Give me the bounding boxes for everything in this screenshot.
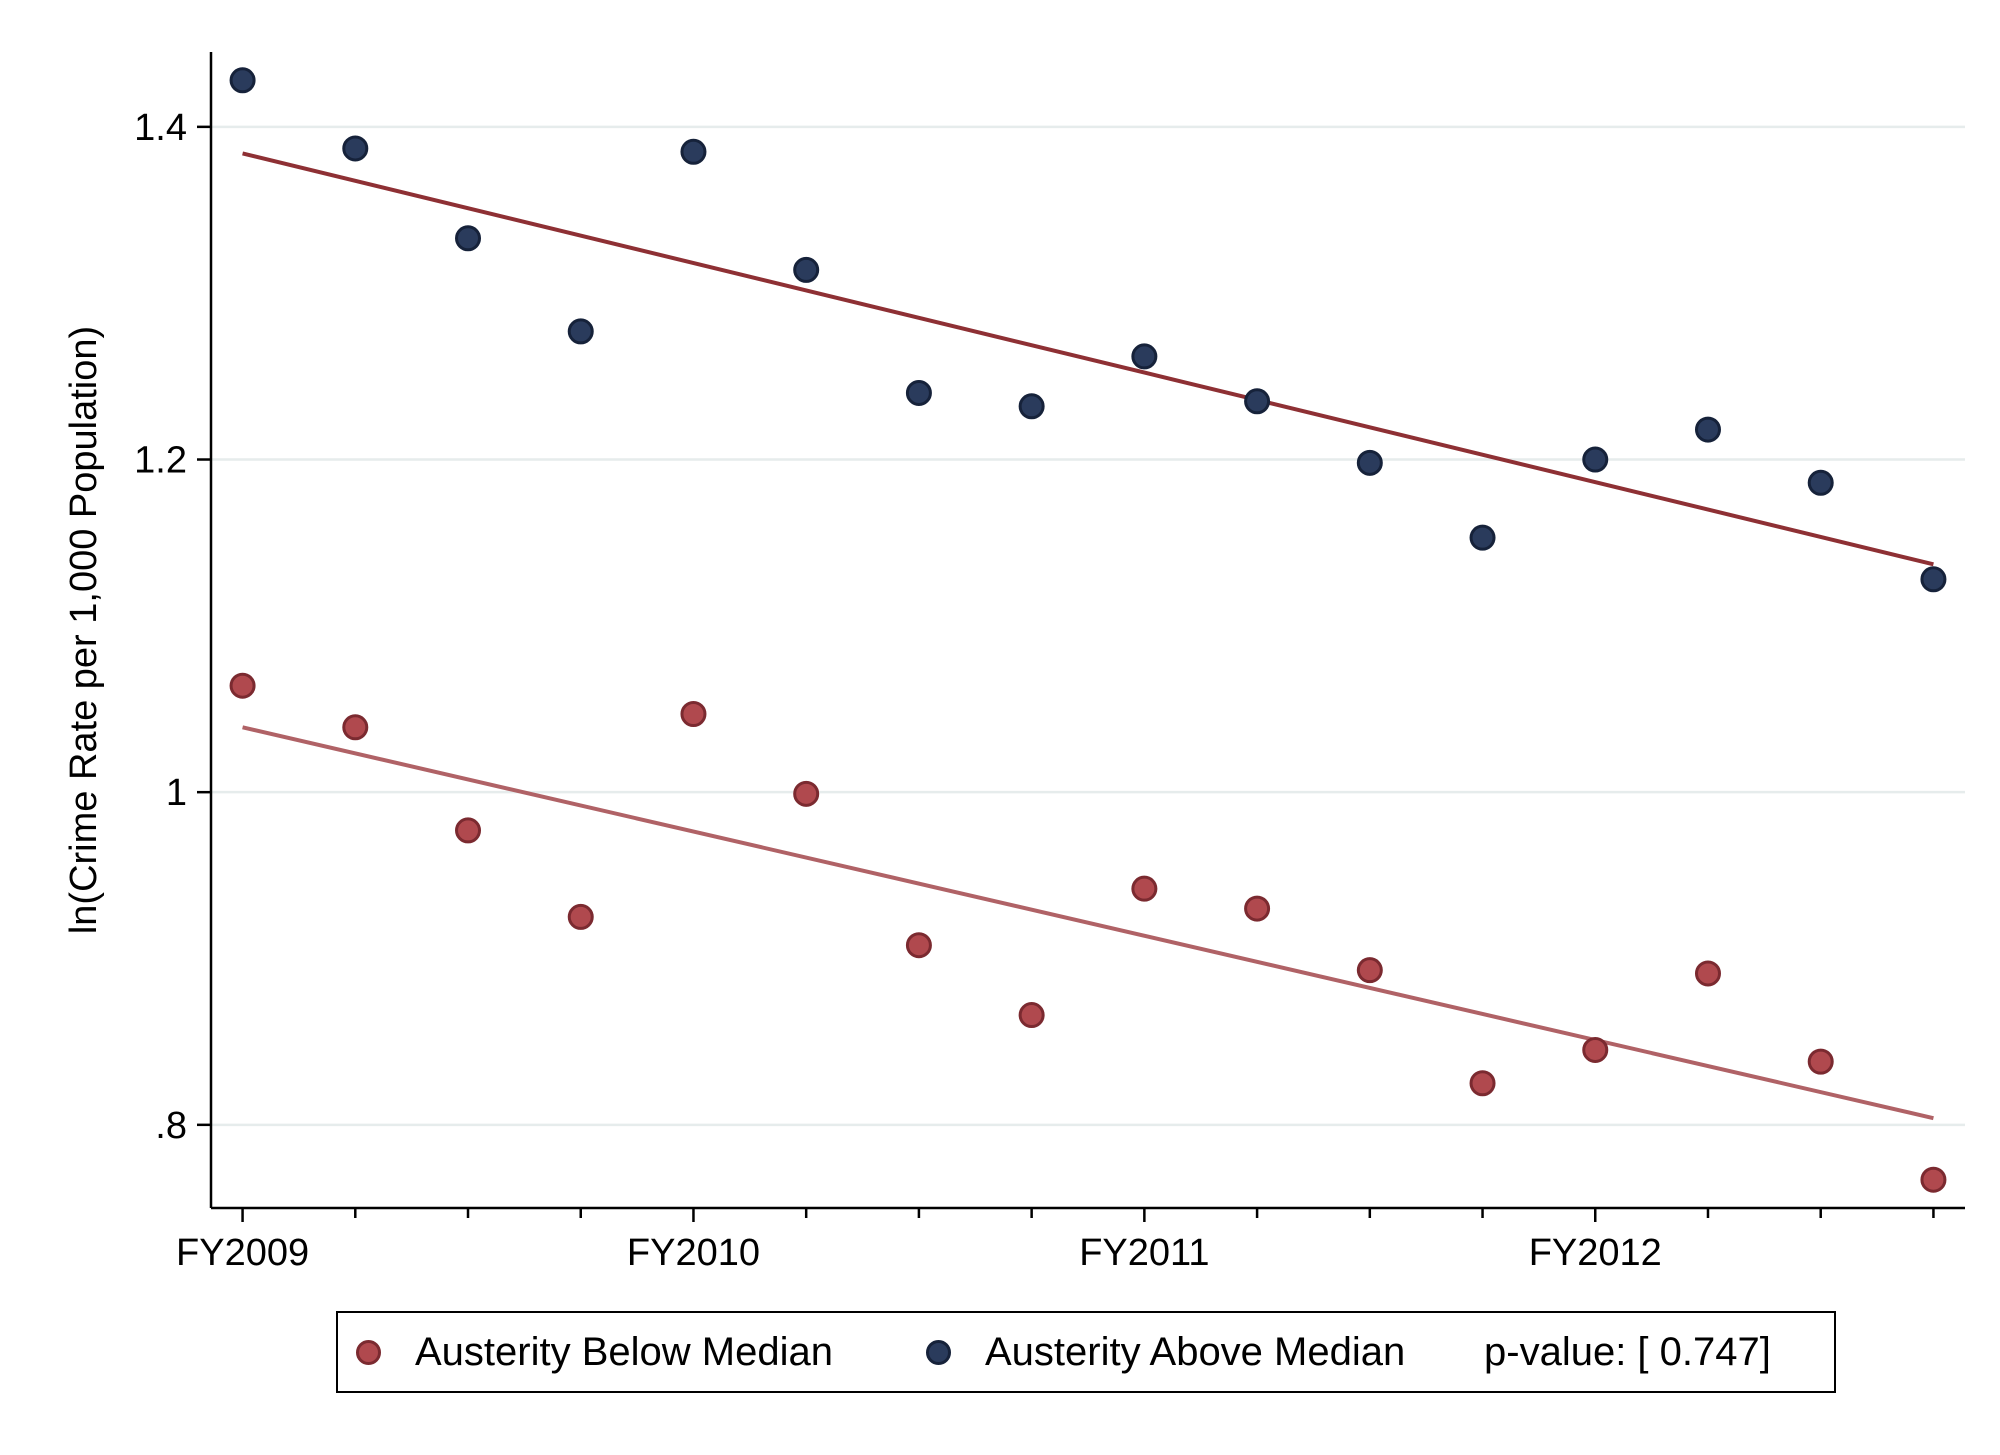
point-above-median-12 xyxy=(1582,446,1609,473)
legend: Austerity Below Median Austerity Above M… xyxy=(336,1311,1836,1393)
point-below-median-4 xyxy=(680,700,707,727)
fit-line-below-median xyxy=(242,725,1934,1121)
point-below-median-10 xyxy=(1356,957,1383,984)
tick-marks: .8 1 1.2 1.4 FY2009 FY2010 FY2011 FY2012 xyxy=(134,107,1935,1274)
point-above-median-13 xyxy=(1694,416,1721,443)
legend-item-above-median: Austerity Above Median xyxy=(926,1313,1405,1391)
axes xyxy=(209,52,1965,1210)
legend-p-value: p-value: [ 0.747] xyxy=(1484,1313,1771,1391)
point-above-median-15 xyxy=(1920,566,1947,593)
point-above-median-11 xyxy=(1469,524,1496,551)
legend-label-above-median: Austerity Above Median xyxy=(985,1329,1406,1374)
point-above-median-1 xyxy=(342,135,369,162)
gridlines xyxy=(211,125,1965,1127)
legend-item-below-median: Austerity Below Median xyxy=(356,1313,833,1391)
red-circle-icon xyxy=(356,1339,381,1365)
point-below-median-5 xyxy=(793,780,820,807)
x-tick-label-0: FY2009 xyxy=(176,1232,309,1274)
point-above-median-8 xyxy=(1131,343,1158,370)
data-points xyxy=(229,67,1947,1193)
point-below-median-12 xyxy=(1582,1036,1609,1063)
x-tick-label-2: FY2011 xyxy=(1079,1232,1209,1274)
point-below-median-11 xyxy=(1469,1070,1496,1097)
point-above-median-3 xyxy=(567,318,594,345)
point-below-median-13 xyxy=(1694,960,1721,987)
point-below-median-3 xyxy=(567,903,594,930)
point-below-median-7 xyxy=(1018,1002,1045,1029)
point-below-median-2 xyxy=(455,817,482,844)
y-tick-label-2: 1.2 xyxy=(134,440,187,482)
legend-label-below-median: Austerity Below Median xyxy=(415,1329,833,1374)
point-below-median-15 xyxy=(1920,1166,1947,1193)
point-below-median-6 xyxy=(905,932,932,959)
y-axis-label: ln(Crime Rate per 1,000 Population) xyxy=(63,326,105,934)
point-below-median-8 xyxy=(1131,875,1158,902)
y-tick-label-3: 1.4 xyxy=(134,107,187,149)
point-above-median-0 xyxy=(229,67,256,94)
point-above-median-2 xyxy=(455,225,482,252)
point-below-median-9 xyxy=(1244,895,1271,922)
point-above-median-10 xyxy=(1356,449,1383,476)
navy-circle-icon xyxy=(926,1339,951,1365)
fit-line-above-median xyxy=(242,151,1934,567)
x-tick-label-1: FY2010 xyxy=(627,1232,760,1274)
point-above-median-14 xyxy=(1807,469,1834,496)
p-value-text: p-value: [ 0.747] xyxy=(1484,1329,1771,1374)
fit-lines xyxy=(242,151,1934,1121)
point-above-median-9 xyxy=(1244,388,1271,415)
point-above-median-7 xyxy=(1018,393,1045,420)
point-above-median-5 xyxy=(793,256,820,283)
point-above-median-6 xyxy=(905,379,932,406)
point-below-median-0 xyxy=(229,672,256,699)
y-tick-label-0: .8 xyxy=(155,1105,187,1147)
point-below-median-14 xyxy=(1807,1048,1834,1075)
point-above-median-4 xyxy=(680,138,707,165)
y-tick-label-1: 1 xyxy=(166,772,187,814)
x-tick-label-3: FY2012 xyxy=(1529,1232,1662,1274)
point-below-median-1 xyxy=(342,714,369,741)
